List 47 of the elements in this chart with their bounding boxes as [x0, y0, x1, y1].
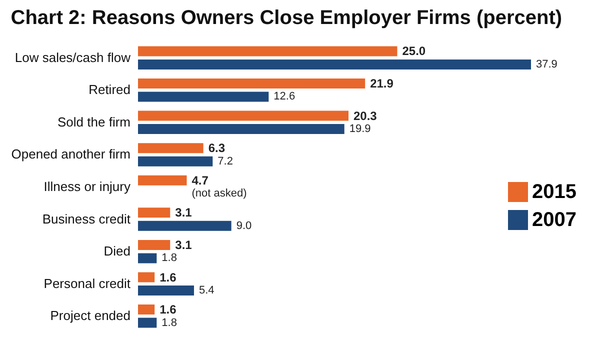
bar [138, 208, 170, 218]
bar [138, 286, 194, 296]
bar [138, 272, 155, 282]
bar [138, 175, 187, 186]
data-label: 5.4 [198, 284, 214, 297]
data-label: 3.1 [175, 238, 192, 252]
chart-title: Chart 2: Reasons Owners Close Employer Firms (percent) [10, 7, 562, 29]
bar [138, 78, 366, 88]
data-label: 1.6 [160, 270, 177, 284]
bar [138, 92, 269, 102]
data-label: 25.0 [402, 44, 426, 58]
data-label: 21.9 [370, 76, 394, 90]
data-label: 6.3 [208, 141, 226, 156]
bar [138, 304, 155, 315]
y-tick-label: Opened another firm [11, 146, 130, 162]
y-tick-label: Project ended [50, 308, 130, 324]
y-tick-label: Died [104, 244, 130, 259]
bar [138, 253, 157, 264]
data-label: 37.9 [536, 58, 558, 70]
data-label: 12.6 [274, 90, 296, 103]
bar [138, 156, 213, 166]
bar [138, 240, 170, 250]
data-label: 3.1 [175, 206, 192, 220]
bar [138, 220, 232, 231]
bar [138, 143, 204, 154]
data-label: 9.0 [236, 220, 252, 232]
y-tick-label: Illness or injury [44, 179, 131, 194]
y-tick-label: Retired [88, 82, 130, 98]
data-label: 4.7 [192, 173, 209, 188]
bar [138, 318, 157, 328]
legend-label: 2015 [532, 181, 576, 203]
bar [138, 124, 344, 134]
data-label: 1.8 [162, 316, 177, 329]
data-label: 7.2 [218, 155, 233, 168]
data-label: 1.6 [160, 302, 177, 317]
bar [138, 110, 348, 121]
y-tick-label: Personal credit [44, 276, 131, 291]
y-tick-label: Sold the firm [58, 114, 130, 130]
legend-label: 2007 [532, 209, 576, 231]
y-tick-label: Business credit [42, 211, 131, 226]
data-label: 20.3 [354, 108, 378, 123]
bar [138, 46, 398, 56]
text: (not asked) [192, 188, 247, 200]
y-tick-label: Low sales/cash flow [14, 50, 132, 65]
data-label: 19.9 [349, 123, 371, 136]
bar [138, 59, 531, 70]
data-label: 1.8 [162, 252, 177, 264]
